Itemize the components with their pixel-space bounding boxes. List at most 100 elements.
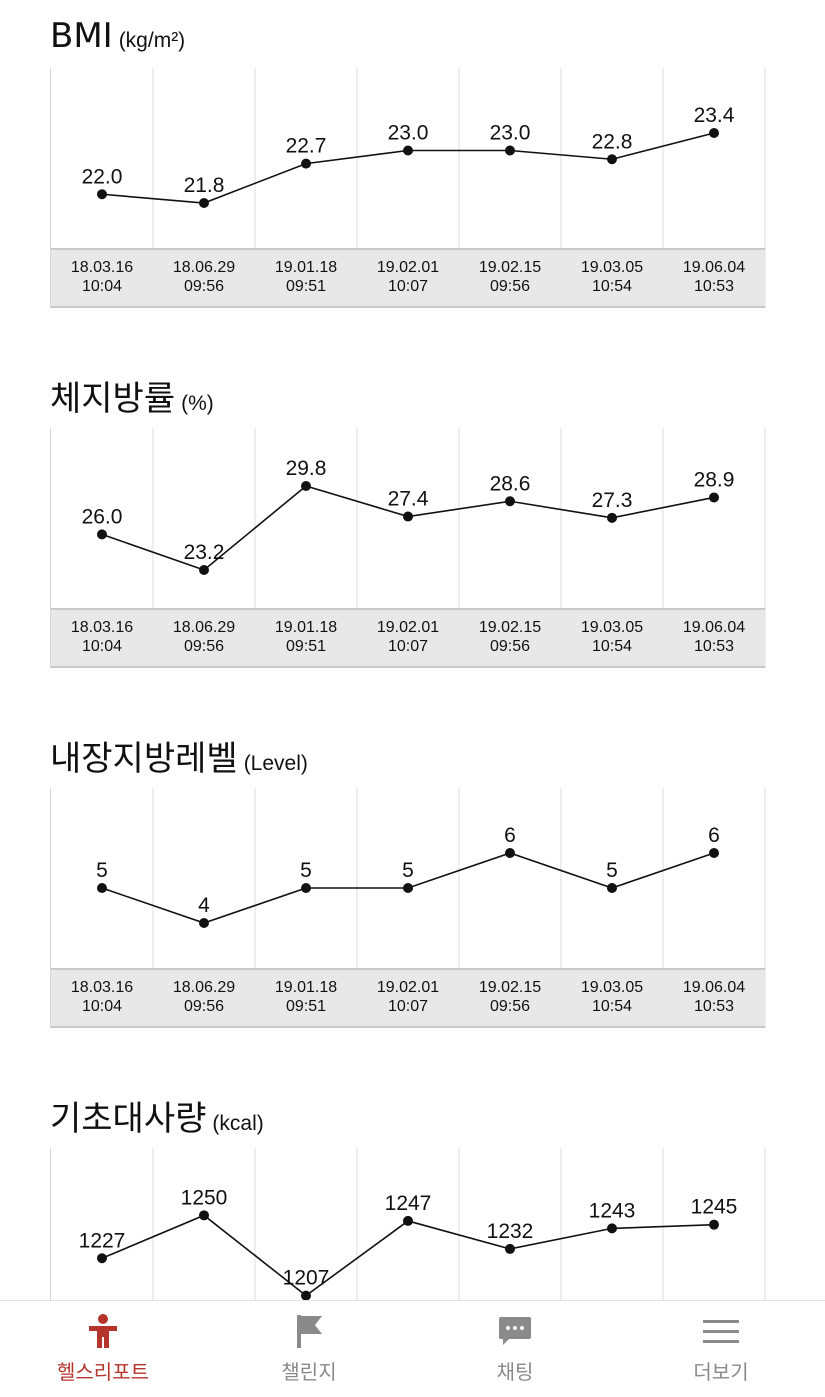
date-tick-label: 19.06.04 10:53 [663,618,765,656]
data-point [403,883,413,893]
data-point [97,189,107,200]
date-text: 18.03.16 [70,979,134,996]
date-strip: 18.03.16 10:04 18.06.29 09:56 19.01.18 09:51 1… [51,248,765,308]
data-label: 5 [606,859,618,882]
date-tick-label: 19.03.05 10:54 [561,618,663,656]
data-point [199,565,209,575]
time-text: 09:51 [285,638,327,655]
date-text: 19.02.15 [478,979,542,996]
date-text: 19.02.01 [376,619,440,636]
data-point [709,1219,719,1230]
date-tick-label: 19.03.05 10:54 [561,978,663,1016]
bmr-unit: (kcal) [212,1112,264,1135]
data-label: 23.4 [694,104,735,127]
data-label: 21.8 [184,174,225,197]
data-point [403,1215,413,1226]
time-text: 09:56 [489,998,531,1015]
date-text: 19.03.05 [580,979,644,996]
data-point [301,158,311,169]
data-point [505,496,515,507]
data-point [505,145,515,156]
tab-label: 챌린지 [281,1360,337,1384]
data-label: 26.0 [82,505,123,528]
bmi-unit: (kg/m²) [118,29,186,52]
date-text: 19.02.01 [376,259,440,276]
time-text: 10:04 [81,998,123,1015]
data-point [607,1223,617,1234]
date-tick-label: 19.02.01 10:07 [357,978,459,1016]
data-point [301,1290,311,1301]
time-text: 09:51 [285,278,327,295]
date-tick-label: 19.01.18 09:51 [255,978,357,1016]
time-text: 09:56 [183,638,225,655]
time-text: 09:51 [285,998,327,1015]
data-label: 27.4 [388,488,429,511]
date-tick-label: 18.03.16 10:04 [51,618,153,656]
date-text: 19.02.15 [478,259,542,276]
date-text: 19.01.18 [274,619,338,636]
chart-plot: 22.0 21.8 22.7 23.0 23.0 22.8 23.4 [82,68,766,308]
date-text: 19.01.18 [274,259,338,276]
tab-health-report[interactable]: 헬스리포트 [0,1301,206,1397]
visceral-fat-chart: 5 4 5 5 6 5 6 18.03.16 10:04 18.06.29 09:56 19.01.1… [50,788,766,1028]
data-point [403,511,413,522]
date-tick-label: 19.02.01 10:07 [357,258,459,296]
data-label: 23.0 [490,122,531,145]
data-point [199,918,209,928]
bottom-tab-bar: 헬스리포트 챌린지 채팅 더보기 [0,1300,825,1397]
data-point [709,128,719,138]
date-text: 18.03.16 [70,259,134,276]
tab-label: 채팅 [496,1360,534,1384]
date-text: 18.06.29 [172,979,236,996]
bmr-title: 기초대사량 [50,1099,207,1139]
time-text: 10:53 [693,278,735,295]
time-text: 10:54 [591,998,633,1015]
date-tick-label: 19.02.15 09:56 [459,618,561,656]
bmi-chart: 22.0 21.8 22.7 23.0 23.0 22.8 23.4 18.03.16 10:0… [50,68,766,308]
data-label: 5 [402,859,414,882]
data-point [709,492,719,503]
body-fat-title: 체지방률 [50,379,176,419]
tab-challenge[interactable]: 챌린지 [206,1301,412,1397]
tab-chat[interactable]: 채팅 [412,1301,618,1397]
data-label: 22.0 [82,165,123,188]
time-text: 09:56 [489,638,531,655]
data-label: 5 [300,859,312,882]
chat-icon [495,1313,535,1349]
date-tick-label: 19.06.04 10:53 [663,978,765,1016]
date-text: 19.02.15 [478,619,542,636]
date-text: 19.01.18 [274,979,338,996]
date-tick-label: 19.02.15 09:56 [459,978,561,1016]
section-title: 내장지방레벨 (Level) [50,731,308,780]
tab-label: 더보기 [693,1360,749,1384]
tab-more[interactable]: 더보기 [618,1301,824,1397]
bmi-title: BMI [50,16,113,56]
data-point [607,512,617,523]
time-text: 10:07 [387,278,429,295]
section-title: 체지방률 (%) [50,371,214,420]
visceral-fat-unit: (Level) [243,752,308,775]
date-tick-label: 19.02.01 10:07 [357,618,459,656]
time-text: 09:56 [183,998,225,1015]
date-tick-label: 18.03.16 10:04 [51,978,153,1016]
date-strip: 18.03.16 10:04 18.06.29 09:56 19.01.18 09:51 1… [51,608,765,668]
visceral-fat-title: 내장지방레벨 [50,739,238,779]
data-label: 29.8 [286,457,327,480]
body-fat-chart: 26.0 23.2 29.8 27.4 28.6 27.3 28.9 18.03.16 10:0… [50,428,766,668]
date-tick-label: 19.06.04 10:53 [663,258,765,296]
date-text: 18.03.16 [70,619,134,636]
time-text: 10:53 [693,998,735,1015]
menu-icon [701,1313,741,1349]
data-point [505,1243,515,1254]
data-label: 6 [504,824,516,847]
data-point [301,481,311,491]
data-point [301,883,311,893]
date-text: 19.02.01 [376,979,440,996]
data-label: 23.2 [184,541,225,564]
bmr-chart: 1227 1250 1207 1247 1232 1243 1245 [50,1148,766,1301]
date-tick-label: 18.06.29 09:56 [153,978,255,1016]
data-label: 22.7 [286,135,327,158]
date-tick-label: 19.01.18 09:51 [255,258,357,296]
data-label: 28.6 [490,472,531,495]
section-title: BMI (kg/m²) [50,16,185,56]
